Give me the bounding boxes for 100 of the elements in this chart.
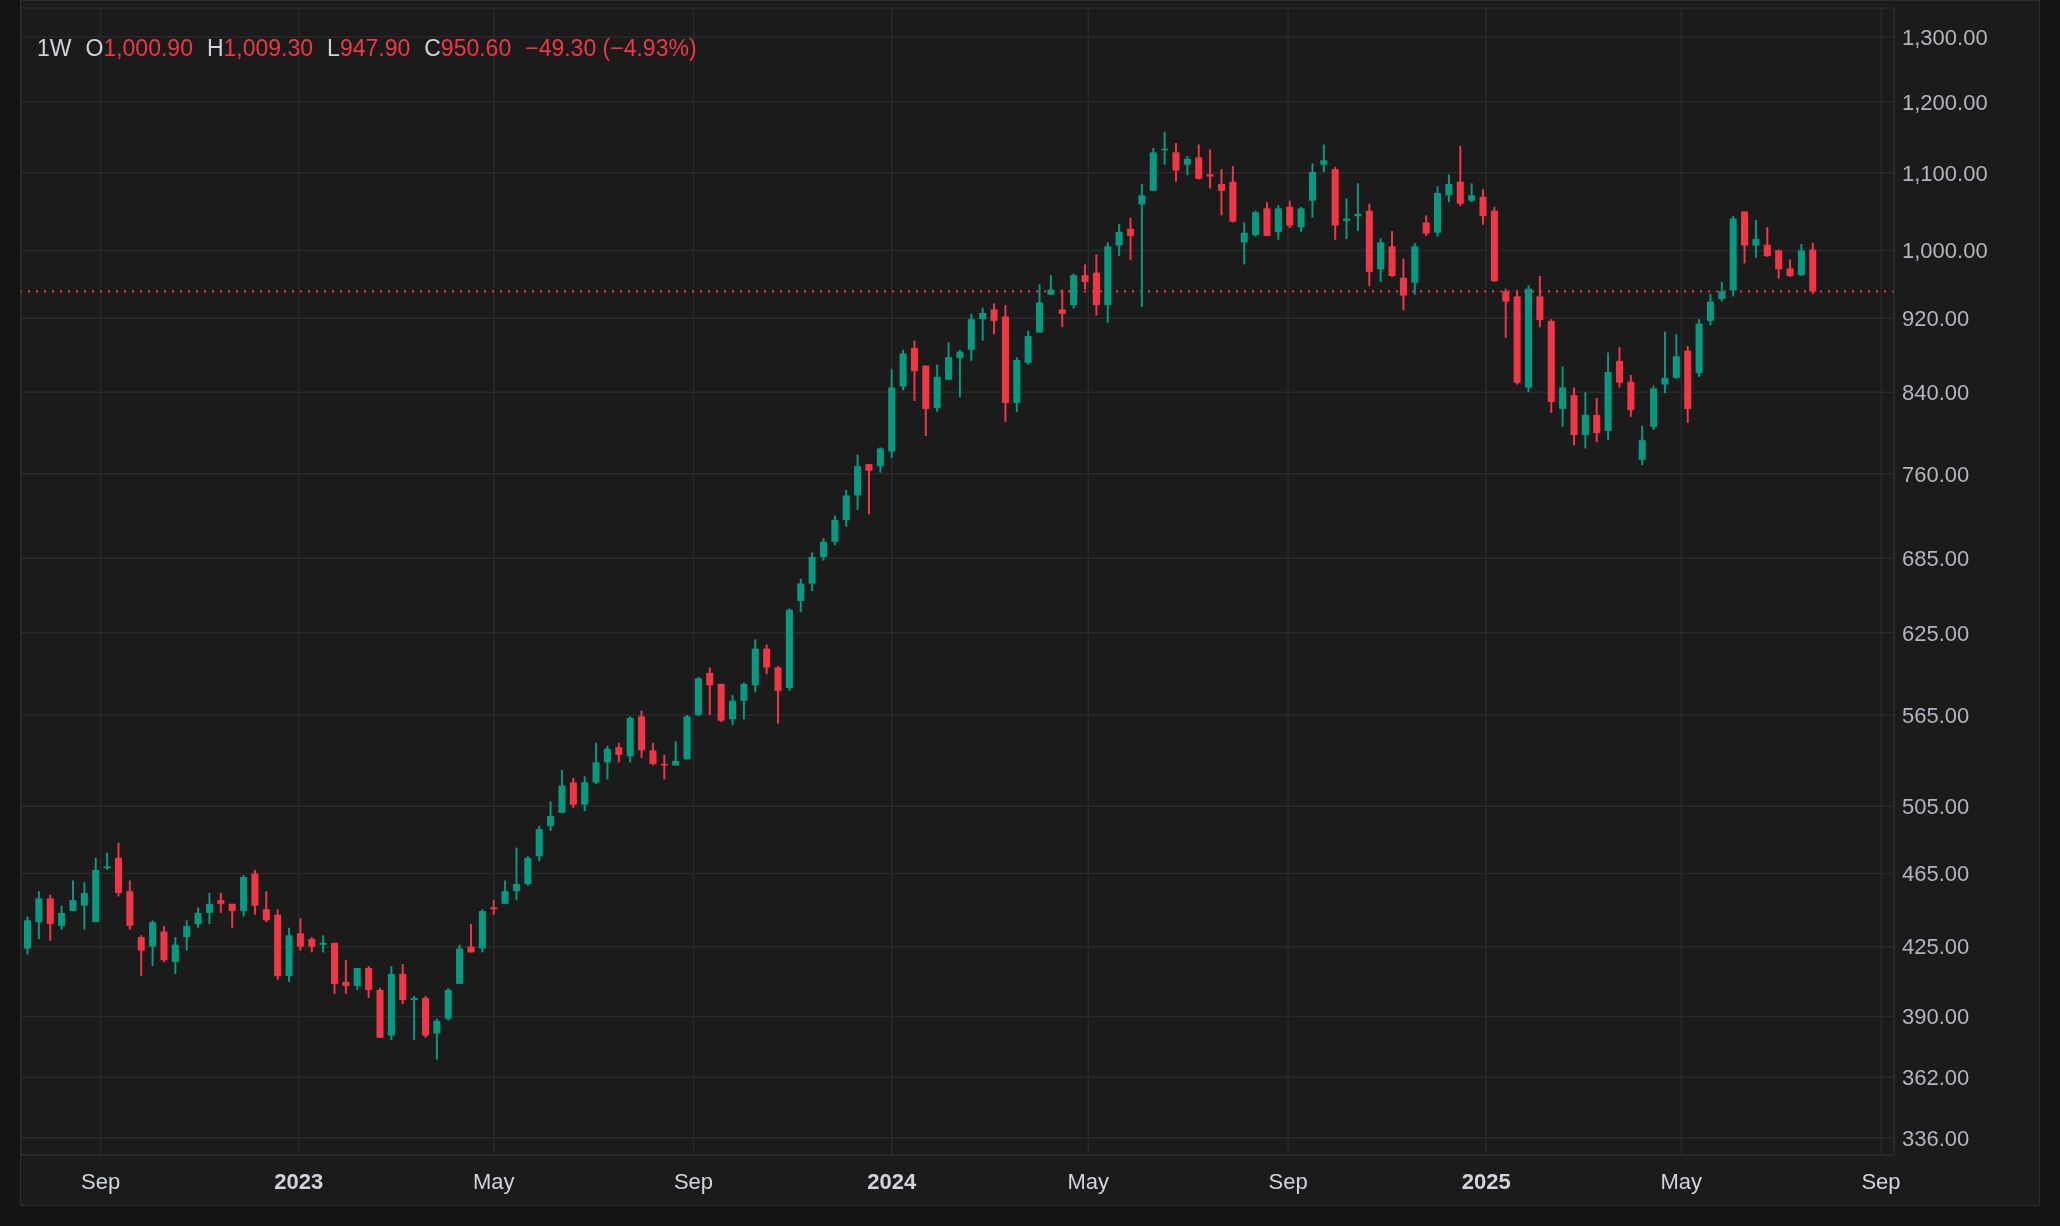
candlestick	[1115, 222, 1123, 258]
candlestick	[217, 891, 225, 914]
x-tick-label: Sep	[81, 1169, 121, 1194]
annotation: H1,009.30	[206, 35, 314, 61]
candlestick	[205, 891, 213, 926]
candlestick	[512, 846, 520, 902]
y-tick-label: 1,200.00	[1902, 89, 1988, 115]
candlestick	[353, 967, 361, 991]
y-tick-label: 1,100.00	[1902, 160, 1988, 186]
candlestick	[876, 446, 884, 474]
y-tick-label: 760.00	[1902, 461, 1970, 487]
candlestick	[990, 302, 998, 336]
candlestick	[1274, 204, 1282, 241]
candlestick	[728, 694, 737, 727]
x-tick-label: Sep	[673, 1169, 714, 1194]
y-tick-label: 685.00	[1902, 546, 1970, 572]
y-tick-label: 625.00	[1902, 620, 1970, 646]
x-tick-label: 2023	[274, 1169, 324, 1194]
candlestick	[1195, 143, 1203, 181]
candlestick	[865, 463, 873, 516]
candlestick	[1468, 182, 1476, 204]
candlestick	[1183, 155, 1191, 177]
candlestick	[171, 936, 179, 975]
candlestick	[615, 741, 623, 764]
candlestick	[1718, 280, 1726, 303]
y-tick-label: 505.00	[1902, 794, 1970, 820]
candlestick	[569, 776, 577, 809]
candlestick	[1252, 209, 1260, 238]
candlestick	[1240, 221, 1248, 266]
candlestick	[365, 965, 373, 1000]
candlestick	[547, 800, 555, 832]
y-tick-label: 362.00	[1902, 1065, 1970, 1091]
candlestick	[979, 306, 987, 342]
candlestick	[910, 339, 918, 403]
candlestick	[1047, 274, 1055, 296]
candlestick	[490, 899, 498, 916]
candlestick	[763, 643, 771, 676]
candlestick	[1661, 330, 1669, 395]
annotation: C950.60	[424, 35, 512, 61]
candlestick	[1217, 168, 1225, 217]
candlestick	[1615, 346, 1623, 389]
candlestick	[797, 577, 805, 614]
annotation: L947.90	[327, 35, 411, 61]
candlestick	[1399, 257, 1407, 312]
candlestick	[35, 890, 43, 941]
candlestick	[581, 775, 589, 813]
candlestick	[69, 879, 77, 913]
x-tick-label: May	[1660, 1169, 1702, 1194]
x-tick-label: May	[1067, 1169, 1110, 1194]
x-tick-label: 2025	[1461, 1169, 1511, 1194]
x-tick-label: Sep	[1268, 1169, 1308, 1194]
y-tick-label: 920.00	[1902, 306, 1970, 332]
candlestick	[945, 341, 953, 381]
y-tick-label: 336.00	[1902, 1125, 1970, 1151]
candlestick	[706, 666, 714, 716]
candlestick	[1456, 144, 1464, 208]
candlestick	[831, 514, 839, 547]
candlestick	[194, 906, 202, 929]
y-tick-label: 1,000.00	[1902, 238, 1988, 264]
candlestick	[1286, 199, 1294, 229]
annotation: O1,000.90	[85, 35, 193, 61]
candlestick	[774, 665, 782, 725]
candlestick	[1775, 248, 1783, 280]
candlestick	[1672, 333, 1680, 380]
candlestick	[1343, 197, 1351, 241]
candlestick	[1206, 148, 1214, 190]
candlestick	[1297, 205, 1305, 233]
candlestick	[1320, 143, 1328, 174]
candlestick	[410, 994, 418, 1041]
x-tick-label: 2024	[867, 1169, 917, 1194]
candlestick	[1445, 173, 1453, 204]
candlestick	[649, 741, 657, 767]
candlestick	[819, 537, 828, 562]
candlestick	[1593, 397, 1601, 444]
candlestick	[740, 681, 748, 721]
candlestick	[1559, 365, 1567, 428]
y-tick-label: 840.00	[1902, 380, 1970, 406]
y-tick-label: 465.00	[1902, 861, 1970, 887]
candlestick	[501, 879, 509, 905]
candlestick	[80, 881, 88, 931]
candlestick	[1706, 292, 1714, 327]
y-tick-label: 1,300.00	[1902, 24, 1988, 50]
y-tick-label: 565.00	[1902, 702, 1970, 728]
candlestick	[433, 1017, 441, 1061]
candlestick	[342, 959, 350, 995]
candlestick	[1763, 226, 1771, 258]
candlestick	[1138, 183, 1146, 308]
candlestick	[1638, 424, 1646, 467]
candlestick	[592, 741, 600, 786]
candlestick	[58, 904, 66, 931]
text: 1W	[37, 35, 72, 62]
annotation: −49.30 (−4.93%)	[525, 35, 697, 61]
candlestick	[1581, 391, 1589, 450]
candlestick	[183, 919, 191, 952]
candlestick	[137, 934, 145, 977]
candlestick	[296, 917, 304, 952]
x-tick-label: May	[472, 1169, 515, 1194]
y-tick-label: 390.00	[1902, 1004, 1970, 1030]
candlestick	[956, 348, 964, 399]
candlestick	[1126, 216, 1135, 262]
